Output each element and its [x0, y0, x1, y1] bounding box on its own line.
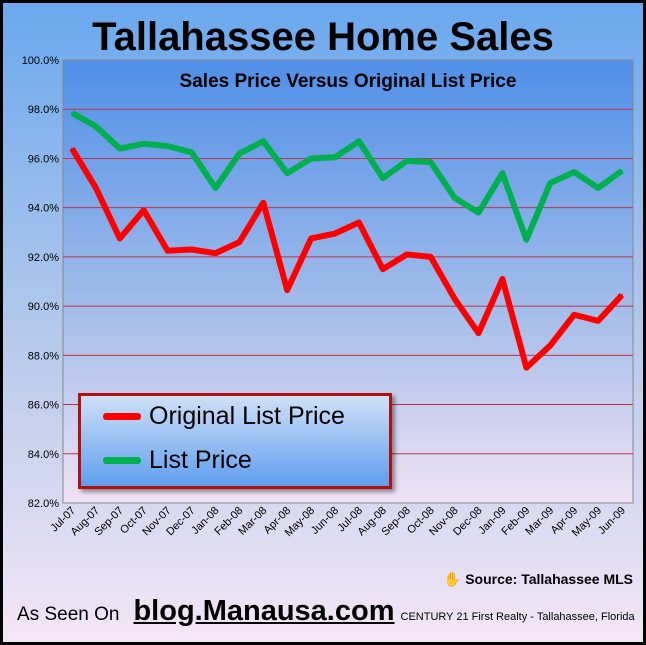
data-point [214, 252, 217, 255]
y-tick-label: 100.0% [22, 55, 60, 67]
y-tick-label: 84.0% [28, 449, 59, 461]
data-point [166, 249, 169, 252]
legend-label: Original List Price [149, 402, 345, 430]
data-point [94, 125, 97, 128]
legend-label: List Price [149, 446, 252, 474]
data-point [597, 319, 600, 322]
data-point [357, 140, 360, 143]
data-point [142, 209, 145, 212]
data-point [525, 366, 528, 369]
company-text: CENTURY 21 First Realty - Tallahassee, F… [400, 611, 635, 623]
data-point [621, 169, 623, 172]
data-point [381, 177, 384, 180]
data-point [597, 186, 600, 189]
data-point [453, 297, 456, 300]
data-point [429, 161, 432, 164]
y-tick-label: 86.0% [28, 400, 59, 412]
data-point [118, 147, 121, 150]
series-line-original-list-price [69, 147, 625, 371]
legend-swatch [103, 413, 141, 420]
data-point [477, 211, 480, 214]
data-point [381, 268, 384, 271]
y-tick-label: 94.0% [28, 203, 59, 215]
data-point [334, 156, 337, 159]
data-point [405, 159, 408, 162]
legend-item-list-price: List Price [103, 446, 252, 475]
data-point [71, 111, 73, 114]
data-point [94, 186, 97, 189]
footer: As Seen On blog.Manausa.com CENTURY 21 Fir… [17, 595, 635, 628]
data-point [549, 344, 552, 347]
data-point [238, 152, 241, 155]
site-link[interactable]: blog.Manausa.com [133, 595, 395, 627]
legend: Original List Price List Price [78, 393, 392, 489]
data-point [501, 278, 504, 281]
legend-swatch [103, 457, 141, 464]
line-chart: 82.0% 84.0% 86.0% 88.0% 90.0% 92.0% 94.0% 96.0%… [22, 55, 634, 539]
data-point [334, 232, 337, 235]
chart-title: Tallahassee Home Sales [92, 15, 554, 59]
data-point [573, 170, 576, 173]
y-tick-label: 98.0% [28, 104, 59, 116]
data-point [573, 313, 576, 316]
data-point [405, 253, 408, 256]
data-point [501, 172, 504, 175]
as-seen-on: As Seen On [17, 604, 120, 625]
data-point [453, 196, 456, 199]
data-point [549, 182, 552, 185]
x-tick-label: Jun-09 [596, 505, 628, 537]
x-tick-label: Jun-08 [309, 505, 341, 537]
data-point [310, 237, 313, 240]
data-point [286, 172, 289, 175]
chart-subtitle: Sales Price Versus Original List Price [179, 71, 517, 92]
data-point [621, 294, 623, 297]
data-point [166, 145, 169, 148]
data-point [214, 186, 217, 189]
data-point [286, 289, 289, 292]
data-point [118, 237, 121, 240]
legend-item-original-list-price: Original List Price [103, 402, 345, 431]
y-tick-label: 96.0% [28, 153, 59, 165]
series-line-list-price [70, 110, 624, 243]
y-tick-label: 92.0% [28, 252, 59, 264]
data-point [310, 157, 313, 160]
y-tick-label: 82.0% [28, 498, 59, 510]
data-point [190, 248, 193, 251]
data-point [142, 142, 145, 145]
source-text: Source: Tallahassee MLS [465, 571, 633, 587]
source-note: ✋ Source: Tallahassee MLS [444, 571, 633, 588]
y-tick-label: 90.0% [28, 301, 59, 313]
data-point [238, 241, 241, 244]
data-point [71, 147, 73, 150]
data-point [262, 140, 265, 143]
data-point [190, 151, 193, 154]
data-point [262, 201, 265, 204]
data-point [525, 238, 528, 241]
data-point [477, 332, 480, 335]
data-point [429, 255, 432, 258]
data-point [357, 221, 360, 224]
y-tick-label: 88.0% [28, 350, 59, 362]
hand-icon: ✋ [443, 571, 462, 587]
